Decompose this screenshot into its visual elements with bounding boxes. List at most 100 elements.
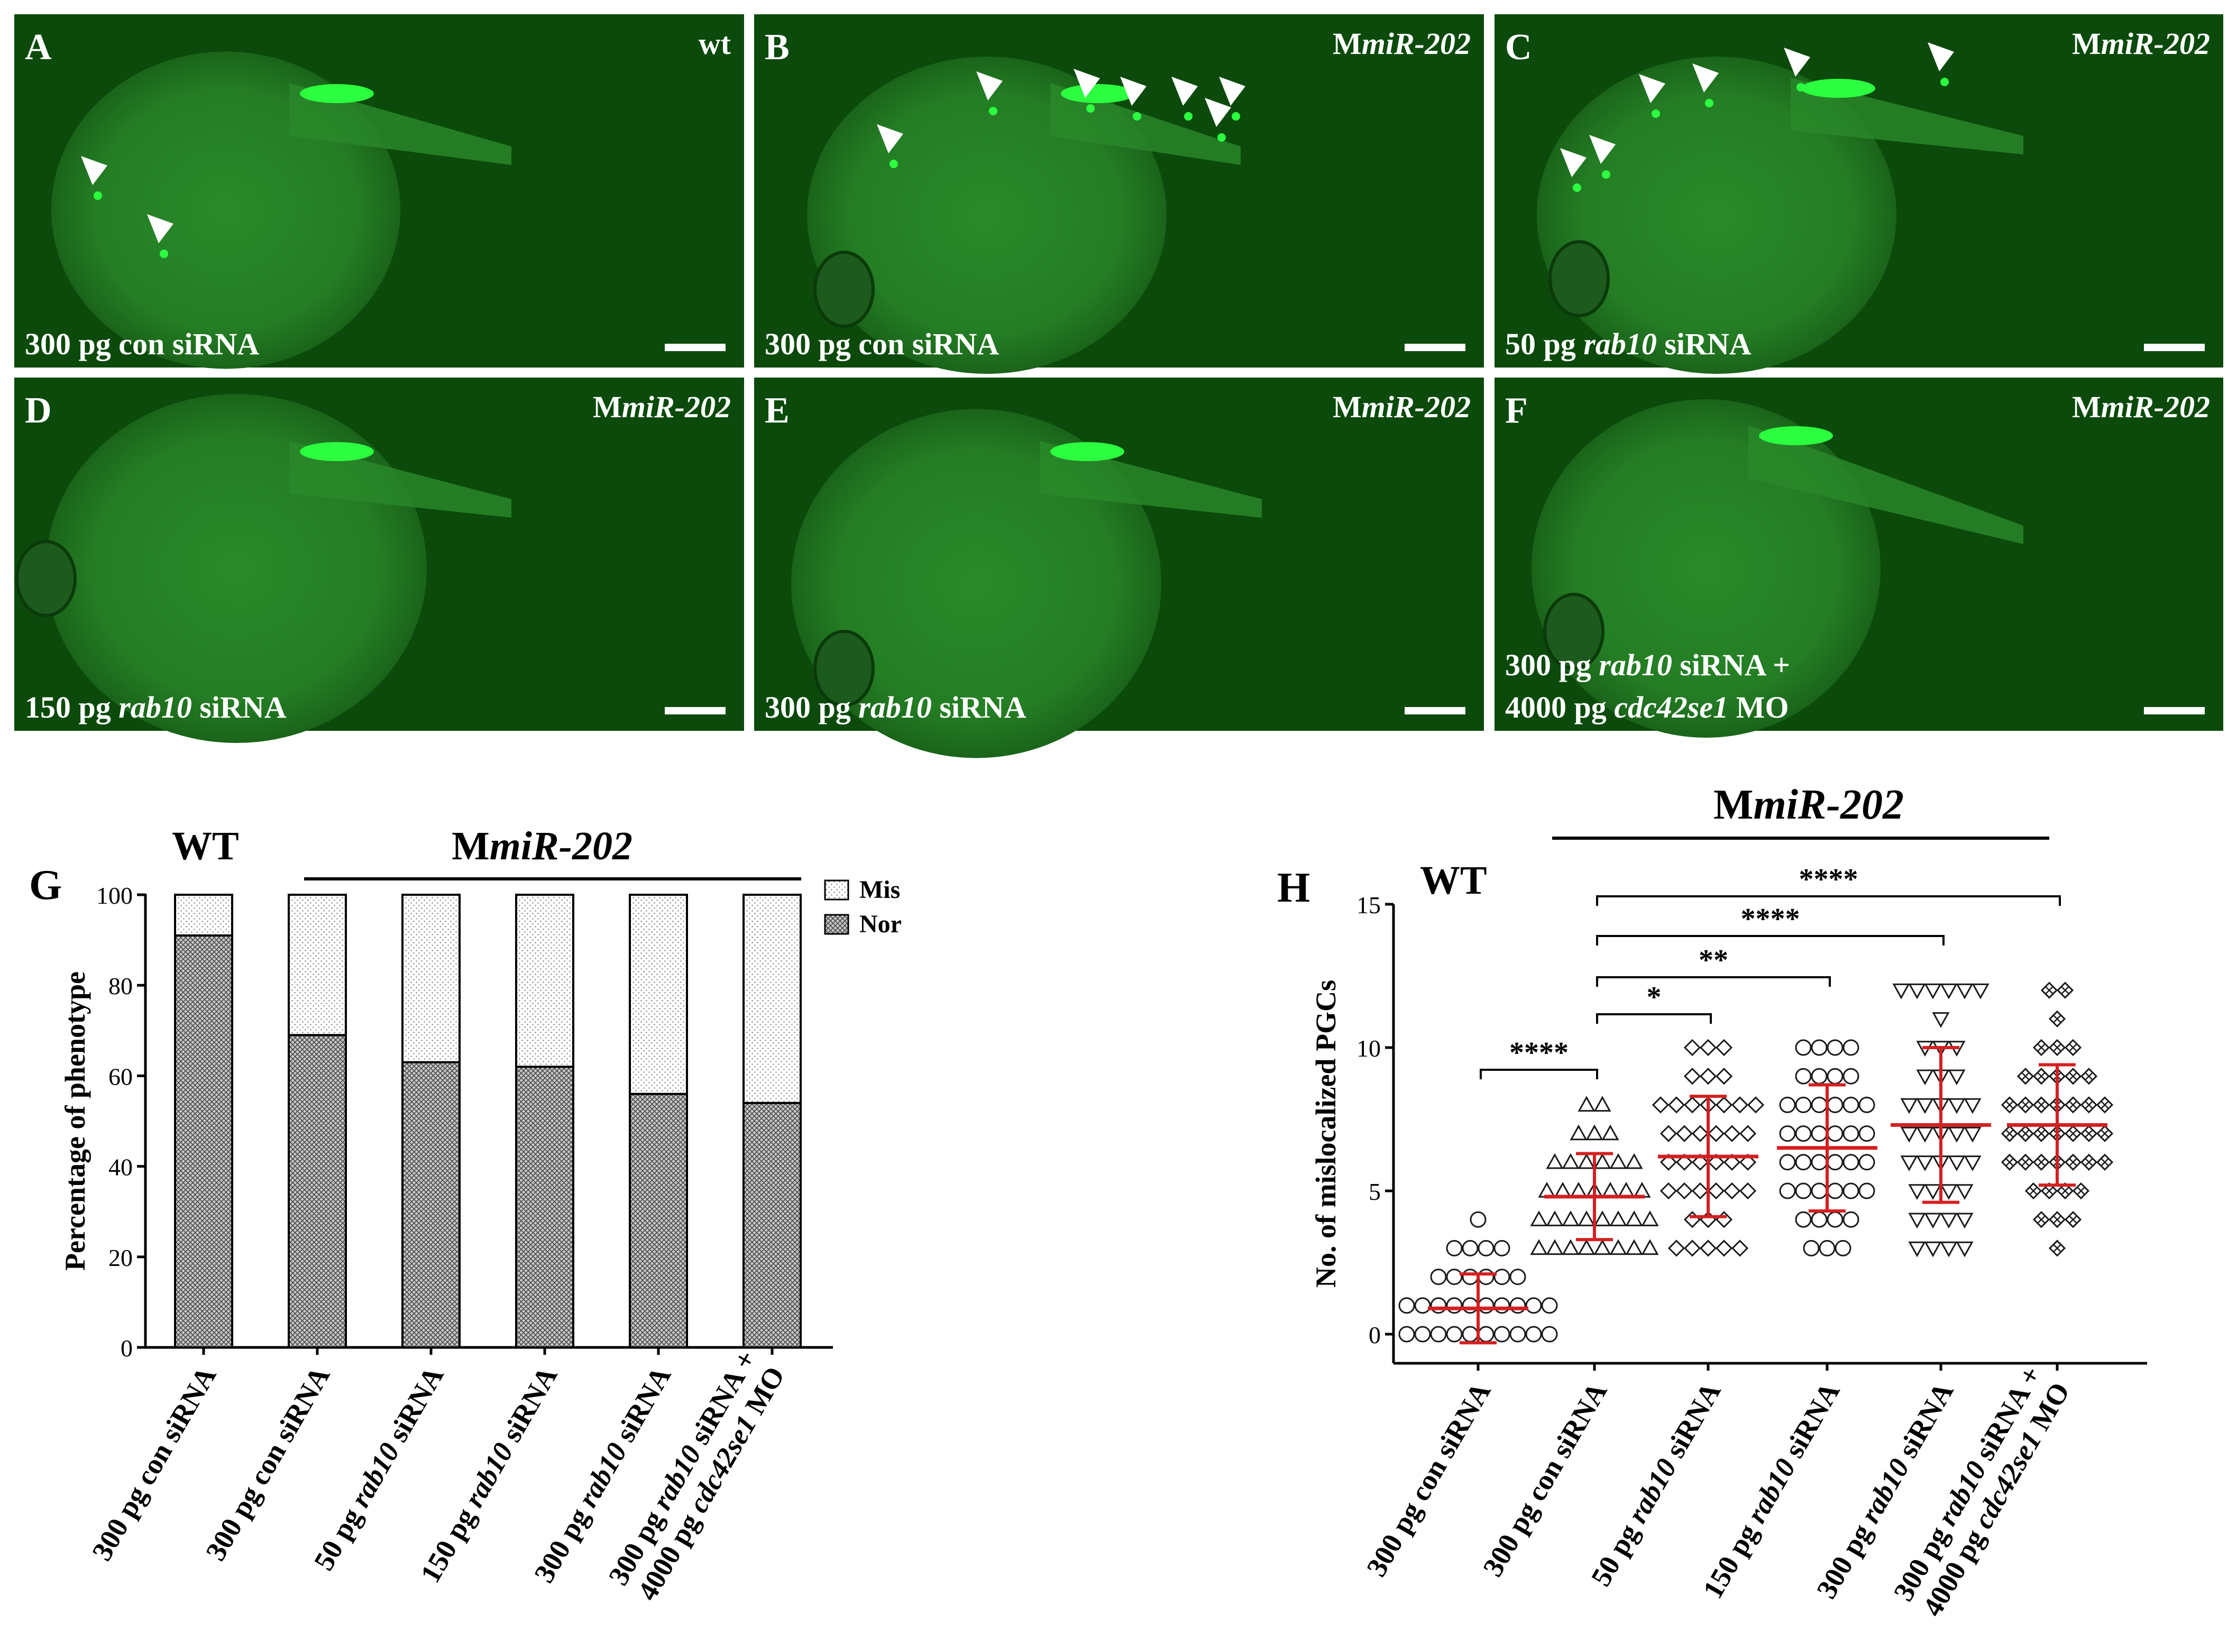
data-point bbox=[1699, 1240, 1717, 1257]
group-label-prefix: M bbox=[1713, 782, 1754, 828]
data-point bbox=[1811, 1125, 1828, 1142]
data-point bbox=[1546, 1153, 1564, 1169]
data-point bbox=[1525, 1297, 1542, 1314]
bar-nor bbox=[174, 934, 233, 1349]
mislocalized-pgc bbox=[1086, 104, 1095, 113]
x-tick-label-run: 300 pg con siRNA bbox=[1477, 1377, 1613, 1582]
arrowhead-marker bbox=[1219, 77, 1245, 106]
scale-bar bbox=[665, 344, 726, 351]
data-point-cross bbox=[2038, 1216, 2045, 1224]
data-point bbox=[1900, 1155, 1918, 1171]
mislocalized-pgc bbox=[1652, 109, 1660, 118]
data-point bbox=[1562, 1210, 1580, 1226]
x-tick-label: 300 pg con siRNA bbox=[1360, 1377, 1497, 1582]
x-tick-label-run: siRNA bbox=[378, 1361, 450, 1453]
embryo-eye bbox=[813, 630, 875, 707]
x-tick-label: 300 pg con siRNA bbox=[1477, 1377, 1613, 1582]
data-point bbox=[1715, 1096, 1733, 1114]
data-point bbox=[1625, 1239, 1643, 1255]
treatment-label-run: 150 pg bbox=[25, 690, 118, 724]
mislocalized-pgc bbox=[1940, 78, 1949, 86]
data-point bbox=[1609, 1210, 1627, 1226]
data-point bbox=[1723, 1125, 1741, 1142]
mislocalized-pgc bbox=[160, 250, 168, 258]
data-point bbox=[1827, 1039, 1844, 1056]
data-point-cross bbox=[2022, 1158, 2029, 1166]
x-tick-label-run: 300 pg con siRNA bbox=[199, 1361, 336, 1566]
treatment-label-run: rab10 bbox=[1583, 327, 1657, 361]
data-point bbox=[1835, 1240, 1851, 1256]
significance-bracket bbox=[1480, 1069, 1598, 1079]
data-point bbox=[1795, 1125, 1812, 1142]
micrograph-panel-e: E MmiR-202 300 pg rab10 siRNA bbox=[754, 71, 1484, 758]
y-tick-label: 5 bbox=[1369, 1178, 1381, 1205]
data-point-cross bbox=[2069, 1216, 2077, 1224]
panel-letter: C bbox=[1505, 27, 1532, 68]
data-point bbox=[1723, 1153, 1741, 1171]
data-point bbox=[1811, 1039, 1828, 1056]
group-label-gene: miR-202 bbox=[490, 824, 632, 868]
arrowhead-marker bbox=[877, 124, 903, 153]
arrowhead-marker bbox=[1589, 135, 1616, 164]
data-point bbox=[1578, 1096, 1596, 1112]
panel-h-chart: H WT MmiR-202 0 5 10 15 No. of mislocalized PGC… bbox=[1277, 782, 2147, 1622]
data-point bbox=[1675, 1153, 1693, 1171]
arrowhead-marker bbox=[1784, 48, 1810, 77]
x-tick-label-run: 150 pg bbox=[1697, 1512, 1767, 1604]
data-point bbox=[1446, 1297, 1463, 1314]
data-point-cross bbox=[2101, 1158, 2108, 1166]
data-point bbox=[1803, 1240, 1820, 1256]
treatment-label-run: 300 pg con siRNA bbox=[25, 327, 259, 361]
data-point bbox=[1707, 1125, 1725, 1142]
genotype-gene: miR-202 bbox=[1362, 390, 1471, 424]
data-point bbox=[1585, 1124, 1603, 1141]
data-point-cross bbox=[2030, 1187, 2037, 1195]
data-point bbox=[1916, 1069, 1934, 1086]
scale-bar bbox=[2144, 707, 2205, 714]
data-point bbox=[1593, 1239, 1611, 1255]
x-tick-label-run: rab10 bbox=[344, 1437, 406, 1512]
treatment-label-run: rab10 bbox=[1599, 648, 1672, 682]
data-point bbox=[1956, 1241, 1974, 1258]
y-tick-label: 80 bbox=[108, 972, 133, 999]
data-point-cross bbox=[2006, 1130, 2013, 1137]
treatment-label-run: cdc42se1 bbox=[1614, 690, 1728, 724]
y-tick-label: 0 bbox=[1369, 1321, 1381, 1348]
data-point bbox=[1430, 1326, 1447, 1343]
data-point bbox=[1900, 1126, 1918, 1143]
category-label-h: 50 pg rab10 siRNA bbox=[1585, 1377, 1727, 1591]
data-point bbox=[1932, 1012, 1950, 1028]
data-point bbox=[1779, 1154, 1796, 1171]
data-point bbox=[1956, 1213, 1974, 1229]
treatment-label: 300 pg rab10 siRNA + bbox=[1505, 648, 1790, 682]
data-point bbox=[1964, 1155, 1982, 1171]
data-point-cross bbox=[2046, 1187, 2053, 1195]
data-point bbox=[1827, 1211, 1844, 1228]
significance-label: **** bbox=[1509, 1036, 1569, 1069]
data-point bbox=[1593, 1210, 1611, 1226]
data-point bbox=[1795, 1182, 1812, 1199]
data-point bbox=[1842, 1211, 1859, 1228]
data-point-cross bbox=[2053, 1015, 2061, 1023]
data-point bbox=[1478, 1297, 1495, 1314]
arrowhead-marker bbox=[1074, 69, 1100, 98]
x-tick-label-run: 50 pg bbox=[1585, 1512, 1649, 1592]
mislocalized-pgc bbox=[1796, 83, 1805, 91]
category-label-g: 300 pg con siRNA bbox=[86, 1361, 222, 1566]
bar-nor bbox=[288, 1034, 347, 1348]
data-point bbox=[1739, 1153, 1757, 1171]
genotype-gene: miR-202 bbox=[2101, 26, 2210, 61]
genotype-label: wt bbox=[699, 26, 731, 61]
data-point bbox=[1795, 1211, 1812, 1228]
data-point bbox=[1593, 1096, 1611, 1112]
data-point-cross bbox=[2046, 986, 2053, 994]
data-point bbox=[1493, 1240, 1510, 1256]
mislocalized-pgc bbox=[1133, 112, 1141, 121]
data-point bbox=[1811, 1068, 1828, 1085]
data-point bbox=[1956, 983, 1974, 999]
data-point bbox=[1470, 1211, 1487, 1228]
group-label: MmiR-202 bbox=[1713, 782, 1904, 828]
mislocalized-pgc bbox=[94, 191, 102, 200]
x-tick-label-run: 300 pg con siRNA bbox=[1360, 1377, 1497, 1582]
